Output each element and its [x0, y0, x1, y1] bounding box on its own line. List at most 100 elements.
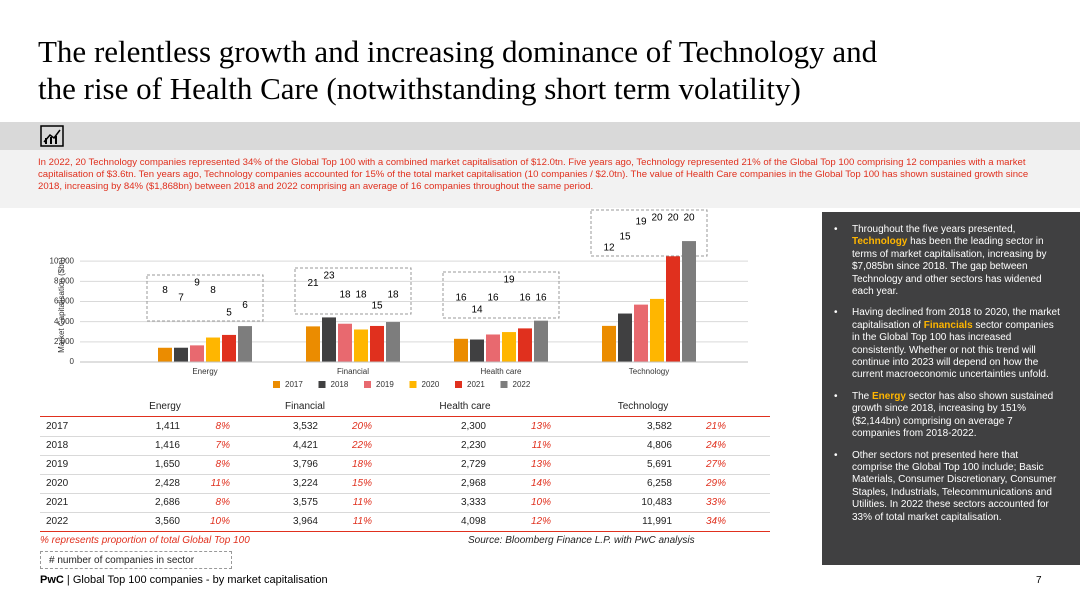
bar	[354, 329, 368, 362]
cell-value: 3,582	[646, 421, 672, 432]
cell-percent: 34%	[705, 516, 726, 527]
company-count: 5	[226, 308, 232, 319]
cell-percent: 11%	[531, 440, 551, 451]
cell-percent: 15%	[351, 478, 372, 489]
bar	[190, 345, 204, 362]
cell-value: 1,650	[154, 459, 180, 470]
bar	[322, 317, 336, 362]
chart: Market Capitalisation ($bn) 0 2,000 4,000 6…	[50, 209, 748, 389]
bullet-text: Other sectors not presented here that co…	[852, 449, 1057, 523]
cell-value: 4,421	[292, 440, 318, 451]
bar	[370, 325, 384, 362]
company-count: 8	[210, 285, 216, 296]
row-year: 2020	[46, 478, 69, 489]
rule	[40, 436, 770, 437]
rule	[40, 531, 770, 532]
cell-percent: 29%	[705, 478, 726, 489]
highlight: Energy	[872, 390, 906, 402]
cell-percent: 10%	[530, 497, 551, 508]
legend-swatch	[500, 381, 508, 388]
bar	[486, 334, 500, 362]
bullet: The Energy sector has also shown sustain…	[834, 390, 1060, 441]
company-count: 12	[603, 243, 615, 254]
legend-swatch	[455, 381, 462, 388]
rule	[40, 455, 770, 456]
cell-percent: 8%	[215, 497, 230, 508]
title-line: the rise of Health Care (notwithstanding…	[38, 71, 801, 106]
cell-value: 3,560	[154, 516, 180, 527]
bar	[682, 241, 696, 362]
cell-value: 3,333	[460, 497, 486, 508]
cell-value: 4,098	[460, 516, 486, 527]
bullet-text: The	[852, 390, 873, 402]
cell-value: 4,806	[646, 440, 672, 451]
cell-percent: 13%	[530, 459, 551, 470]
cell-percent: 20%	[351, 421, 372, 432]
legend-label: 2019	[376, 380, 394, 389]
cell-percent: 7%	[215, 440, 230, 451]
cell-value: 2,686	[154, 497, 180, 508]
cell-percent: 13%	[530, 421, 551, 432]
legend-label: 2021	[467, 380, 485, 389]
cell-percent: 27%	[705, 459, 726, 470]
footer: PwC | Global Top 100 companies - by mark…	[40, 574, 328, 586]
cell-percent: 11%	[210, 478, 230, 489]
company-count: 19	[503, 275, 515, 286]
bullet-text: Having declined from 2018 to 2020, the m…	[852, 307, 1060, 331]
y-tick-label: 4,000	[54, 317, 75, 326]
company-count: 21	[307, 278, 319, 289]
cell-value: 2,230	[460, 440, 486, 451]
col-header: Health care	[439, 401, 491, 412]
bullet-text: has been the leading sector in terms of …	[852, 236, 1047, 298]
company-count: 9	[194, 278, 200, 289]
company-count: 16	[455, 293, 467, 304]
count-box	[294, 267, 412, 315]
sidebar: Throughout the five years presented, Tec…	[822, 212, 1080, 565]
bar	[518, 328, 532, 362]
cell-value: 3,532	[292, 421, 318, 432]
cell-percent: 24%	[705, 440, 726, 451]
cell-percent: 14%	[530, 478, 551, 489]
cell-percent: 11%	[352, 516, 372, 527]
y-tick-label: 8,000	[54, 276, 75, 285]
cell-percent: 33%	[705, 497, 726, 508]
bar	[666, 256, 680, 362]
rule	[40, 416, 770, 417]
bar	[650, 298, 664, 362]
cell-percent: 11%	[352, 497, 372, 508]
highlight: Technology	[852, 236, 908, 248]
company-count: 15	[619, 231, 631, 242]
y-tick-label: 10,000	[50, 256, 75, 265]
cell-value: 2,968	[460, 478, 486, 489]
percent-note: % represents proportion of total Global …	[40, 535, 250, 546]
cell-percent: 21%	[705, 421, 726, 432]
bar	[386, 322, 400, 362]
cell-value: 3,796	[292, 459, 318, 470]
company-count: 19	[635, 216, 647, 227]
row-year: 2018	[46, 440, 69, 451]
bar	[534, 320, 548, 362]
cell-percent: 10%	[209, 516, 230, 527]
cell-percent: 12%	[530, 516, 551, 527]
bar	[338, 323, 352, 362]
y-tick-label: 2,000	[54, 337, 75, 346]
cell-value: 1,411	[155, 421, 180, 432]
bar	[306, 326, 320, 362]
col-header: Energy	[149, 401, 181, 412]
bullet: Other sectors not presented here that co…	[834, 449, 1060, 524]
company-count: 16	[487, 293, 499, 304]
y-tick-label: 0	[70, 357, 75, 366]
row-year: 2017	[46, 421, 69, 432]
row-year: 2019	[46, 459, 69, 470]
company-count: 6	[242, 300, 248, 311]
x-tick-label: Financial	[337, 367, 369, 376]
company-count: 7	[178, 293, 184, 304]
summary: In 2022, 20 Technology companies represe…	[38, 157, 1029, 192]
company-count: 20	[667, 213, 679, 224]
x-tick-label: Health care	[481, 367, 522, 376]
col-header: Technology	[617, 401, 669, 412]
bar	[158, 347, 172, 362]
bullet-text: Throughout the five years presented,	[852, 224, 1016, 235]
legend-swatch	[273, 381, 280, 388]
